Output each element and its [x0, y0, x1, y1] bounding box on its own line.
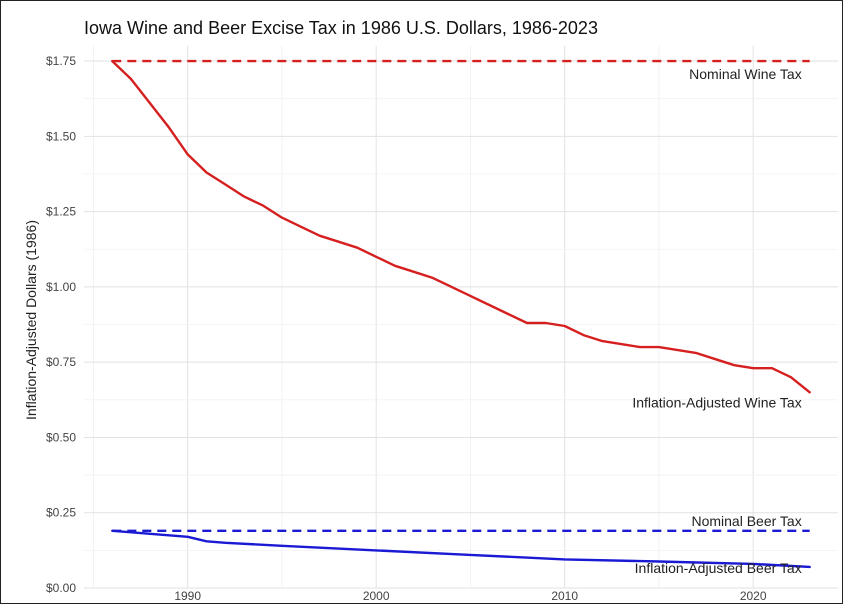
- y-tick-label: $0.50: [46, 430, 76, 444]
- y-tick-label: $1.50: [46, 129, 76, 143]
- series-annotations: Nominal Wine Tax Inflation-Adjusted Wine …: [632, 66, 801, 576]
- y-tick-label: $0.75: [46, 355, 76, 369]
- x-tick-label: 2020: [740, 589, 767, 603]
- annotation-label: Nominal Wine Tax: [689, 66, 802, 82]
- annotation-label: Inflation-Adjusted Wine Tax: [632, 394, 801, 410]
- chart-title: Iowa Wine and Beer Excise Tax in 1986 U.…: [84, 18, 598, 38]
- x-tick-label: 2010: [551, 589, 578, 603]
- annotation-label: Inflation-Adjusted Beer Tax: [635, 560, 802, 576]
- y-tick-label: $1.25: [46, 205, 76, 219]
- x-tick-label: 1990: [174, 589, 201, 603]
- series-lines: [111, 59, 811, 569]
- y-tick-label: $0.25: [46, 506, 76, 520]
- grid-lines: [84, 46, 838, 589]
- y-tick-label: $1.00: [46, 280, 76, 294]
- series-line-inflation-adjusted-wine-tax: [111, 59, 811, 394]
- x-tick-labels: 1990 2000 2010 2020: [174, 589, 767, 603]
- y-tick-label: $1.75: [46, 54, 76, 68]
- annotation-label: Nominal Beer Tax: [691, 513, 801, 529]
- x-tick-label: 2000: [363, 589, 390, 603]
- series-line-inflation-adjusted-beer-tax: [111, 529, 811, 569]
- y-tick-label: $0.00: [46, 581, 76, 595]
- y-tick-labels: $0.00 $0.25 $0.50 $0.75 $1.00 $1.25 $1.50 $1.75: [46, 54, 76, 595]
